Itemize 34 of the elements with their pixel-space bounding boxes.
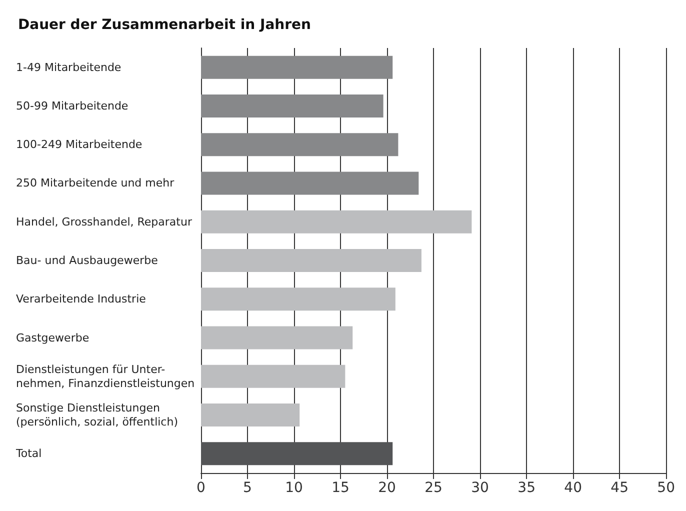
y-tick-label: Bau- und Ausbaugewerbe: [16, 254, 158, 267]
bar: [201, 288, 396, 311]
x-tick-label: 45: [610, 480, 628, 496]
y-tick-label: 50-99 Mitarbeitende: [16, 99, 128, 112]
y-tick-label: Dienstleistungen für Unter- nehmen, Finanzdienstleistungen: [16, 362, 195, 390]
x-tick-label: 10: [285, 480, 303, 496]
bar: [201, 404, 300, 427]
x-tick-label: 30: [471, 480, 489, 496]
chart-title: Dauer der Zusammenarbeit in Jahren: [18, 17, 312, 33]
y-tick-label: 100-249 Mitarbeitende: [16, 138, 142, 152]
y-tick-label: Handel, Grosshandel, Reparatur: [16, 215, 192, 228]
bar: [201, 172, 419, 195]
y-tick-label: 1-49 Mitarbeitende: [16, 60, 122, 74]
bar: [201, 94, 384, 118]
y-tick-label: Gastgewerbe: [16, 331, 90, 344]
bar: [201, 249, 422, 272]
x-tick-label: 25: [424, 480, 442, 496]
bar: [201, 326, 353, 350]
x-tick-label: 40: [564, 480, 582, 496]
y-tick-label: Sonstige Dienstleistungen (persönlich, sozial, öffentlich): [16, 402, 178, 429]
bar: [201, 210, 472, 234]
bar: [201, 133, 398, 156]
x-tick-label: 20: [378, 480, 396, 496]
bar: [201, 442, 393, 466]
y-tick-label: Verarbeitende Industrie: [16, 292, 146, 306]
x-tick-label: 5: [243, 480, 252, 496]
x-tick-label: 50: [657, 480, 676, 496]
x-tick-label: 15: [332, 480, 350, 496]
y-tick-label: Total: [15, 447, 42, 460]
y-tick-label: 250 Mitarbeitende und mehr: [16, 176, 175, 190]
x-tick-label: 35: [518, 480, 536, 496]
bar: [201, 364, 346, 388]
bar: [201, 56, 393, 79]
x-tick-label: 0: [196, 480, 206, 496]
